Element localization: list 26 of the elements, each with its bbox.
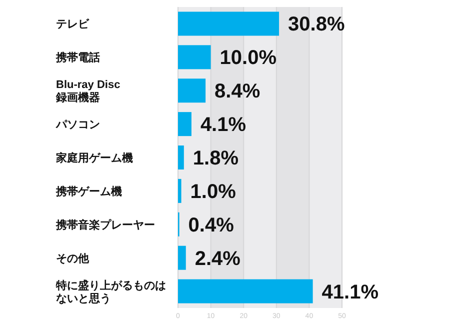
y-tick-label: 携帯ゲーム機: [55, 184, 122, 198]
bar: [178, 112, 192, 136]
data-label: 30.8%: [288, 14, 345, 36]
bar: [178, 12, 280, 36]
y-tick-label: テレビ: [56, 18, 90, 31]
y-tick-label: パソコン: [55, 119, 100, 132]
y-tick-label: その他: [56, 252, 90, 265]
bar: [178, 279, 313, 304]
y-tick-label: Blu-ray Disc 録画機器: [55, 79, 120, 104]
bar: [178, 246, 186, 270]
data-label: 4.1%: [200, 114, 246, 136]
bar: [178, 78, 206, 103]
bar: [178, 178, 182, 203]
data-label: 1.0%: [190, 180, 236, 203]
bar: [178, 45, 211, 70]
data-label: 2.4%: [194, 248, 241, 270]
y-tick-label: 携帯音楽プレーヤー: [55, 218, 155, 232]
y-tick-label: 携帯電話: [55, 51, 100, 64]
data-label: 8.4%: [214, 80, 260, 103]
bar: [178, 146, 184, 170]
data-label: 1.8%: [192, 148, 239, 170]
data-label: 0.4%: [188, 214, 234, 236]
data-label: 41.1%: [322, 281, 379, 304]
y-tick-label: 特に盛り上がるものはないと思う: [55, 278, 166, 305]
data-label: 10.0%: [220, 47, 277, 70]
y-tick-label: 家庭用ゲーム機: [55, 152, 133, 164]
